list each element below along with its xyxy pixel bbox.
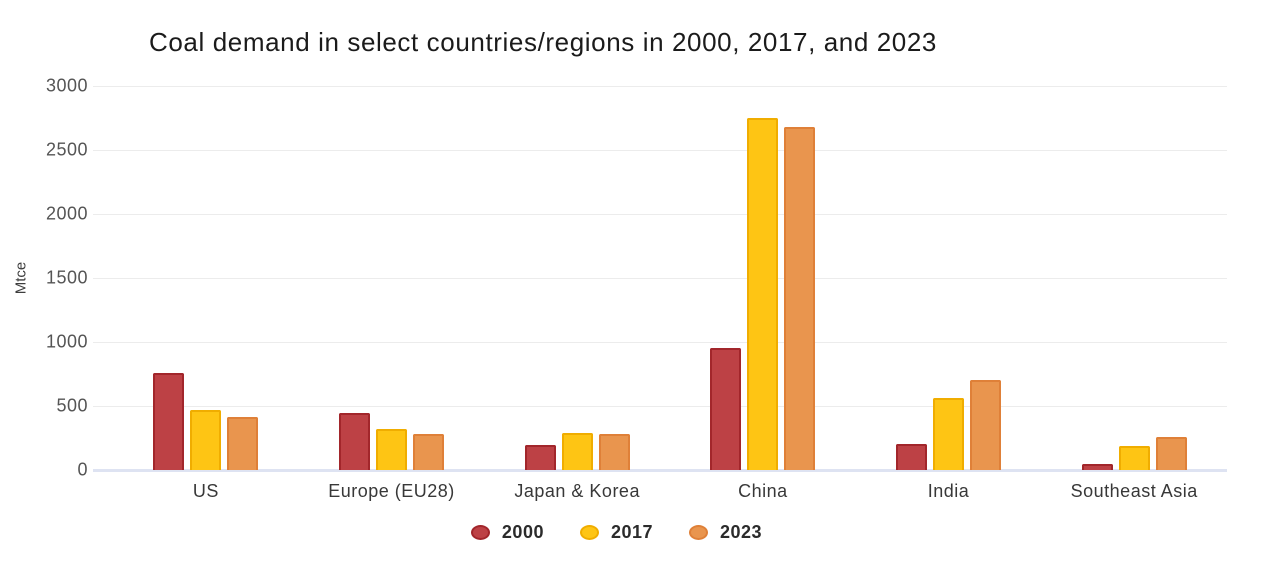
chart-title: Coal demand in select countries/regions … xyxy=(149,27,937,57)
legend-label-2023: 2023 xyxy=(720,522,763,542)
y-tick-1500: 1500 xyxy=(45,267,88,288)
gridline-500 xyxy=(93,406,1227,407)
x-label-india: India xyxy=(927,481,970,501)
x-label-us: US xyxy=(192,481,219,501)
gridline-1000 xyxy=(93,342,1227,343)
bar-india-2017[interactable] xyxy=(933,398,965,470)
bar-china-2017[interactable] xyxy=(747,118,779,470)
x-label-southeast-asia: Southeast Asia xyxy=(1070,481,1198,501)
bar-china-2000[interactable] xyxy=(710,348,742,470)
bar-group-europe-eu28 xyxy=(299,86,485,470)
gridline-2500 xyxy=(93,150,1227,151)
bar-europe-eu28-2023[interactable] xyxy=(413,434,444,470)
bar-japan-korea-2023[interactable] xyxy=(598,434,630,470)
legend-item-2023: 2023 xyxy=(689,522,762,543)
x-axis-line xyxy=(93,469,1227,472)
legend-item-2000: 2000 xyxy=(470,522,544,543)
legend-marker-2000-icon xyxy=(470,525,490,540)
y-tick-2500: 2500 xyxy=(45,139,88,160)
bar-japan-korea-2000[interactable] xyxy=(524,445,556,470)
legend-label-2017: 2017 xyxy=(610,522,654,542)
bar-europe-eu28-2000[interactable] xyxy=(339,413,370,470)
bar-group-india xyxy=(856,86,1042,470)
bar-southeast-asia-2023[interactable] xyxy=(1155,437,1187,470)
bar-group-southeast-asia xyxy=(1041,86,1227,470)
legend-item-2017: 2017 xyxy=(579,522,654,543)
y-tick-3000: 3000 xyxy=(45,75,88,96)
bar-us-2017[interactable] xyxy=(190,410,222,470)
y-axis-ticks: 0 500 1000 1500 2000 2500 3000 xyxy=(0,76,88,480)
bar-southeast-asia-2000[interactable] xyxy=(1081,464,1113,470)
x-label-europe-eu28: Europe (EU28) xyxy=(328,481,455,501)
y-tick-0: 0 xyxy=(77,459,88,480)
plot-area xyxy=(93,86,1227,472)
bar-us-2023[interactable] xyxy=(227,417,259,470)
legend-marker-2017-icon xyxy=(579,525,599,540)
y-tick-1000: 1000 xyxy=(45,331,88,352)
y-tick-2000: 2000 xyxy=(45,203,88,224)
bar-india-2023[interactable] xyxy=(970,380,1002,470)
bar-us-2000[interactable] xyxy=(153,373,185,470)
legend: 2000 2017 2023 xyxy=(0,522,1261,543)
bar-india-2000[interactable] xyxy=(896,444,928,470)
x-axis-labels: US Europe (EU28) Japan & Korea China India So… xyxy=(113,481,1227,502)
gridline-1500 xyxy=(93,278,1227,279)
legend-label-2000: 2000 xyxy=(501,522,544,542)
gridline-3000 xyxy=(93,86,1227,87)
bar-china-2023[interactable] xyxy=(784,127,816,470)
gridline-2000 xyxy=(93,214,1227,215)
bar-group-china xyxy=(670,86,856,470)
bars-row xyxy=(113,86,1227,470)
x-label-japan-korea: Japan & Korea xyxy=(514,481,640,501)
bar-europe-eu28-2017[interactable] xyxy=(376,429,407,470)
x-label-china: China xyxy=(738,481,788,501)
legend-marker-2023-icon xyxy=(689,525,709,540)
y-tick-500: 500 xyxy=(56,395,88,416)
bar-japan-korea-2017[interactable] xyxy=(561,433,593,470)
bar-group-japan-korea xyxy=(484,86,670,470)
bar-southeast-asia-2017[interactable] xyxy=(1118,446,1150,470)
bar-group-us xyxy=(113,86,299,470)
